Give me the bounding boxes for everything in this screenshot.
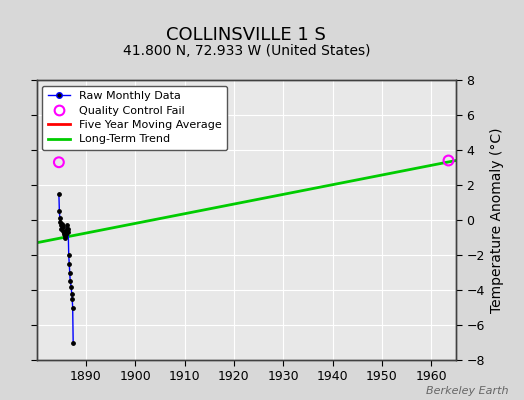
Text: COLLINSVILLE 1 S: COLLINSVILLE 1 S: [166, 26, 326, 44]
Point: [57, 226, 66, 232]
Point: [69, 339, 78, 346]
Point: [67, 283, 75, 290]
Y-axis label: Temperature Anomaly (°C): Temperature Anomaly (°C): [490, 127, 505, 313]
Point: [58, 220, 67, 227]
Point: [55, 208, 63, 214]
Text: Berkeley Earth: Berkeley Earth: [426, 386, 508, 396]
Point: [61, 234, 70, 241]
Point: [68, 296, 77, 302]
Point: [56, 215, 64, 222]
Point: [65, 260, 73, 267]
Point: [59, 227, 68, 234]
Point: [60, 231, 69, 237]
Point: [64, 252, 73, 258]
Point: [69, 304, 77, 311]
Legend: Raw Monthly Data, Quality Control Fail, Five Year Moving Average, Long-Term Tren: Raw Monthly Data, Quality Control Fail, …: [42, 86, 227, 150]
Point: [54, 159, 63, 166]
Point: [60, 229, 68, 236]
Point: [68, 290, 76, 297]
Point: [63, 222, 71, 228]
Point: [444, 157, 453, 164]
Point: [66, 269, 74, 276]
Title: 41.800 N, 72.933 W (United States): 41.800 N, 72.933 W (United States): [123, 44, 370, 58]
Point: [56, 218, 64, 225]
Point: [62, 227, 70, 234]
Point: [62, 226, 71, 232]
Point: [63, 226, 72, 232]
Point: [62, 231, 70, 237]
Point: [64, 229, 72, 236]
Point: [66, 278, 74, 284]
Point: [59, 224, 67, 230]
Point: [54, 190, 63, 197]
Point: [58, 222, 66, 228]
Point: [57, 222, 65, 228]
Point: [61, 232, 69, 239]
